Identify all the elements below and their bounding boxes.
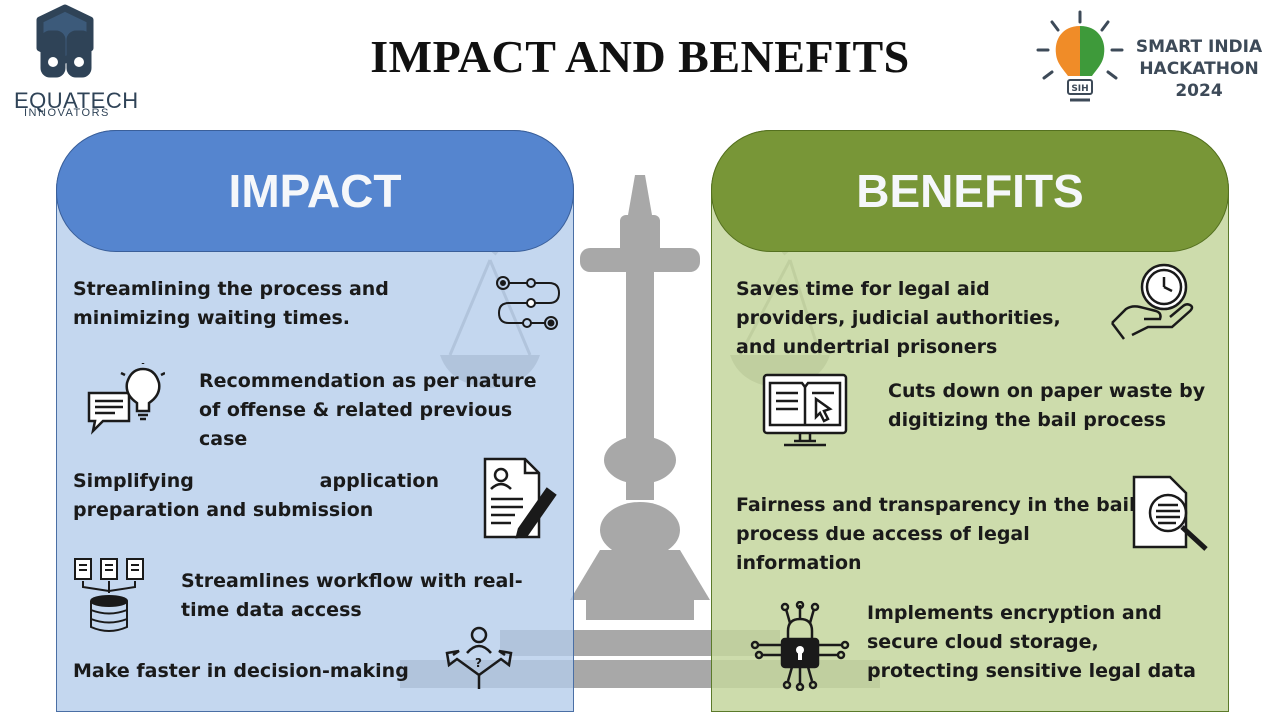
clock-hand-icon <box>1108 261 1198 345</box>
benefits-item-4: Implements encryption and secure cloud s… <box>867 602 1196 682</box>
event-line-2: HACKATHON <box>1139 59 1259 79</box>
event-logo: SIH SMART INDIA HACKATHON 2024 <box>1030 10 1270 120</box>
brain-bulb-icon: SIH <box>1036 10 1124 102</box>
equatech-cube-icon <box>36 4 94 78</box>
decision-person-icon: ? <box>439 625 519 691</box>
svg-text:?: ? <box>475 656 482 670</box>
event-line-1: SMART INDIA <box>1135 37 1263 57</box>
sih-badge-text: SIH <box>1071 84 1088 94</box>
impact-item-5: Make faster in decision-making <box>73 660 409 682</box>
page-title: IMPACT AND BENEFITS <box>370 31 910 82</box>
lock-circuit-icon <box>748 601 852 691</box>
impact-item-4: Streamlines workflow with real-time data… <box>181 570 523 621</box>
workflow-path-icon <box>493 273 565 335</box>
event-line-3: 2024 <box>1175 81 1223 101</box>
documents-to-database-icon <box>71 555 151 635</box>
benefits-item-1: Saves time for legal aid providers, judi… <box>736 278 1061 358</box>
team-logo: EQUATECH INNOVATORS <box>10 2 140 122</box>
benefits-item-3: Fairness and transparency in the bail pr… <box>736 494 1136 574</box>
document-search-icon <box>1130 473 1216 557</box>
impact-item-2: Recommendation as per nature of offense … <box>199 370 537 450</box>
team-name: EQUATECH <box>14 88 139 113</box>
impact-item-1: Streamlining the process and minimizing … <box>73 278 389 329</box>
impact-item-3: Simplifying application preparation and … <box>73 470 439 521</box>
impact-heading: IMPACT <box>56 130 574 252</box>
impact-panel: IMPACT Streamlining the process and mini… <box>56 130 574 712</box>
benefits-item-2: Cuts down on paper waste by digitizing t… <box>888 380 1206 431</box>
digital-book-monitor-icon <box>760 371 850 455</box>
benefits-heading: BENEFITS <box>711 130 1229 252</box>
document-edit-icon <box>481 455 557 541</box>
team-tagline: INNOVATORS <box>24 107 110 119</box>
event-name: SMART INDIA HACKATHON 2024 <box>1134 36 1264 102</box>
benefits-panel: BENEFITS Saves time for legal aid provid… <box>711 130 1229 712</box>
idea-bulb-chat-icon <box>85 363 165 435</box>
